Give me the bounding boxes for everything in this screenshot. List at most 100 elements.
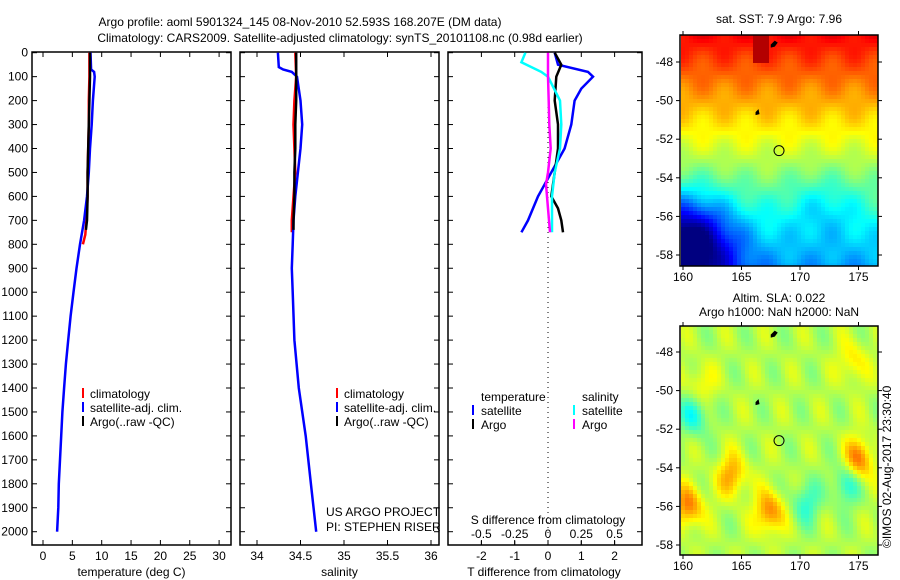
- legend-label: climatology: [90, 387, 150, 401]
- depth-tick-label: 500: [8, 165, 28, 179]
- series-line-salinity-satellite: [519, 52, 563, 233]
- lat-tick-label: -58: [656, 248, 674, 262]
- depth-tick-label: 600: [8, 189, 28, 203]
- island-icon: [770, 330, 778, 338]
- series-line-salinity-argo: [544, 52, 552, 233]
- depth-tick-label: 1400: [1, 381, 28, 395]
- x-tick-label: 1: [578, 549, 585, 563]
- x-tick-label: 25: [183, 549, 197, 563]
- depth-tick-label: 1600: [1, 429, 28, 443]
- x-tick-label: -2: [476, 549, 487, 563]
- depth-tick-label: 2000: [1, 525, 28, 539]
- temperature-axes-box: [31, 51, 232, 546]
- map-frame: [679, 34, 879, 267]
- series-line-temperature-argo: [550, 52, 565, 233]
- legend-label: satellite: [582, 404, 623, 418]
- s-tick-label: 0: [545, 527, 552, 541]
- depth-tick-label: 1800: [1, 477, 28, 491]
- depth-tick-label: 1900: [1, 501, 28, 515]
- figure-title-line1: Argo profile: aoml 5901324_145 08-Nov-20…: [99, 15, 502, 29]
- depth-tick-label: 200: [8, 94, 28, 108]
- x-tick-label: 35: [337, 549, 351, 563]
- figure-title-line2: Climatology: CARS2009. Satellite-adjuste…: [97, 31, 582, 45]
- legend-header-temperature: temperature: [481, 390, 546, 404]
- series-line-argo-raw-qc-: [84, 52, 92, 231]
- sst-map-title: sat. SST: 7.9 Argo: 7.96: [716, 12, 842, 26]
- x-tick-label: 0: [40, 549, 47, 563]
- lon-tick-label: 175: [848, 559, 868, 573]
- depth-tick-label: 900: [8, 261, 28, 275]
- x-tick-label: 0: [545, 549, 552, 563]
- lon-tick-label: 160: [673, 270, 693, 284]
- s-tick-label: -0.25: [501, 527, 529, 541]
- x-tick-label: 30: [212, 549, 226, 563]
- x-tick-label: 36: [424, 549, 438, 563]
- sla-map-image: [681, 326, 878, 555]
- lat-tick-label: -50: [656, 384, 674, 398]
- series-line-temperature-satellite: [520, 52, 595, 233]
- sla-map-axes: 160 165 170 175 -48 -50 -52 -54 -56 -58: [656, 322, 882, 573]
- x-tick-label: 10: [95, 549, 109, 563]
- lat-tick-label: -52: [656, 132, 674, 146]
- island-icon: [755, 109, 760, 116]
- depth-tick-label: 1100: [2, 309, 28, 323]
- project-annotation: PI: STEPHEN RISER: [326, 520, 441, 534]
- x-axis-label: salinity: [321, 565, 358, 579]
- x-tick-label: 20: [154, 549, 168, 563]
- legend-label: satellite-adj. clim.: [344, 401, 436, 415]
- difference-axes-box: [447, 51, 643, 546]
- depth-tick-label: 1000: [1, 285, 28, 299]
- s-tick-label: 0.5: [606, 527, 623, 541]
- salinity-panel: 34 34.5 35 35.5 36 salinity climatologysatelli…: [239, 51, 441, 579]
- lat-tick-label: -58: [656, 538, 674, 552]
- legend-label: Argo(..raw -QC): [90, 415, 175, 429]
- lat-tick-label: -54: [656, 461, 674, 475]
- depth-tick-label: 1700: [1, 453, 28, 467]
- x-tick-label: 15: [124, 549, 138, 563]
- project-annotation: US ARGO PROJECT: [326, 505, 441, 519]
- x-tick-label: 34.5: [289, 549, 313, 563]
- profile-location-marker: [773, 435, 785, 447]
- sla-map-subtitle: Argo h1000: NaN h2000: NaN: [699, 305, 859, 319]
- lat-tick-label: -50: [656, 94, 674, 108]
- depth-tick-label: 300: [8, 118, 28, 132]
- lat-tick-label: -52: [656, 422, 674, 436]
- sst-map-image: [681, 35, 878, 266]
- legend-label: Argo: [481, 418, 507, 432]
- profile-location-marker: [773, 145, 785, 157]
- lon-tick-label: 170: [790, 559, 810, 573]
- lon-tick-label: 170: [790, 270, 810, 284]
- x-axis-label: T difference from climatology: [467, 565, 621, 579]
- x-axis-label: temperature (deg C): [77, 565, 185, 579]
- depth-tick-label: 1200: [1, 333, 28, 347]
- legend-header-salinity: salinity: [582, 390, 619, 404]
- lat-tick-label: -54: [656, 171, 674, 185]
- depth-tick-label: 0: [21, 46, 28, 60]
- x-tick-label: -1: [509, 549, 520, 563]
- temperature-panel: 0100200300400500600700800900100011001200…: [1, 46, 232, 579]
- lon-tick-label: 175: [848, 270, 868, 284]
- credit-text: ©IMOS 02-Aug-2017 23:30:40: [880, 385, 894, 548]
- lon-tick-label: 165: [731, 270, 751, 284]
- legend-label: satellite: [481, 404, 522, 418]
- x-tick-label: 35.5: [376, 549, 400, 563]
- sst-map-axes: 160 165 170 175 -48 -50 -52 -54 -56 -58: [656, 31, 882, 284]
- map-frame: [679, 325, 879, 556]
- lat-tick-label: -48: [656, 345, 674, 359]
- x-tick-label: 2: [611, 549, 618, 563]
- x-tick-label: 34: [250, 549, 264, 563]
- legend-label: Argo(..raw -QC): [344, 415, 429, 429]
- depth-tick-label: 1300: [1, 357, 28, 371]
- x-tick-label: 5: [69, 549, 76, 563]
- lat-tick-label: -48: [656, 55, 674, 69]
- lat-tick-label: -56: [656, 499, 674, 513]
- lat-tick-label: -56: [656, 209, 674, 223]
- legend-label: Argo: [582, 418, 608, 432]
- island-icon: [755, 399, 760, 406]
- s-tick-label: 0.25: [570, 527, 594, 541]
- depth-tick-label: 100: [8, 70, 28, 84]
- lon-tick-label: 160: [673, 559, 693, 573]
- legend-label: climatology: [344, 387, 404, 401]
